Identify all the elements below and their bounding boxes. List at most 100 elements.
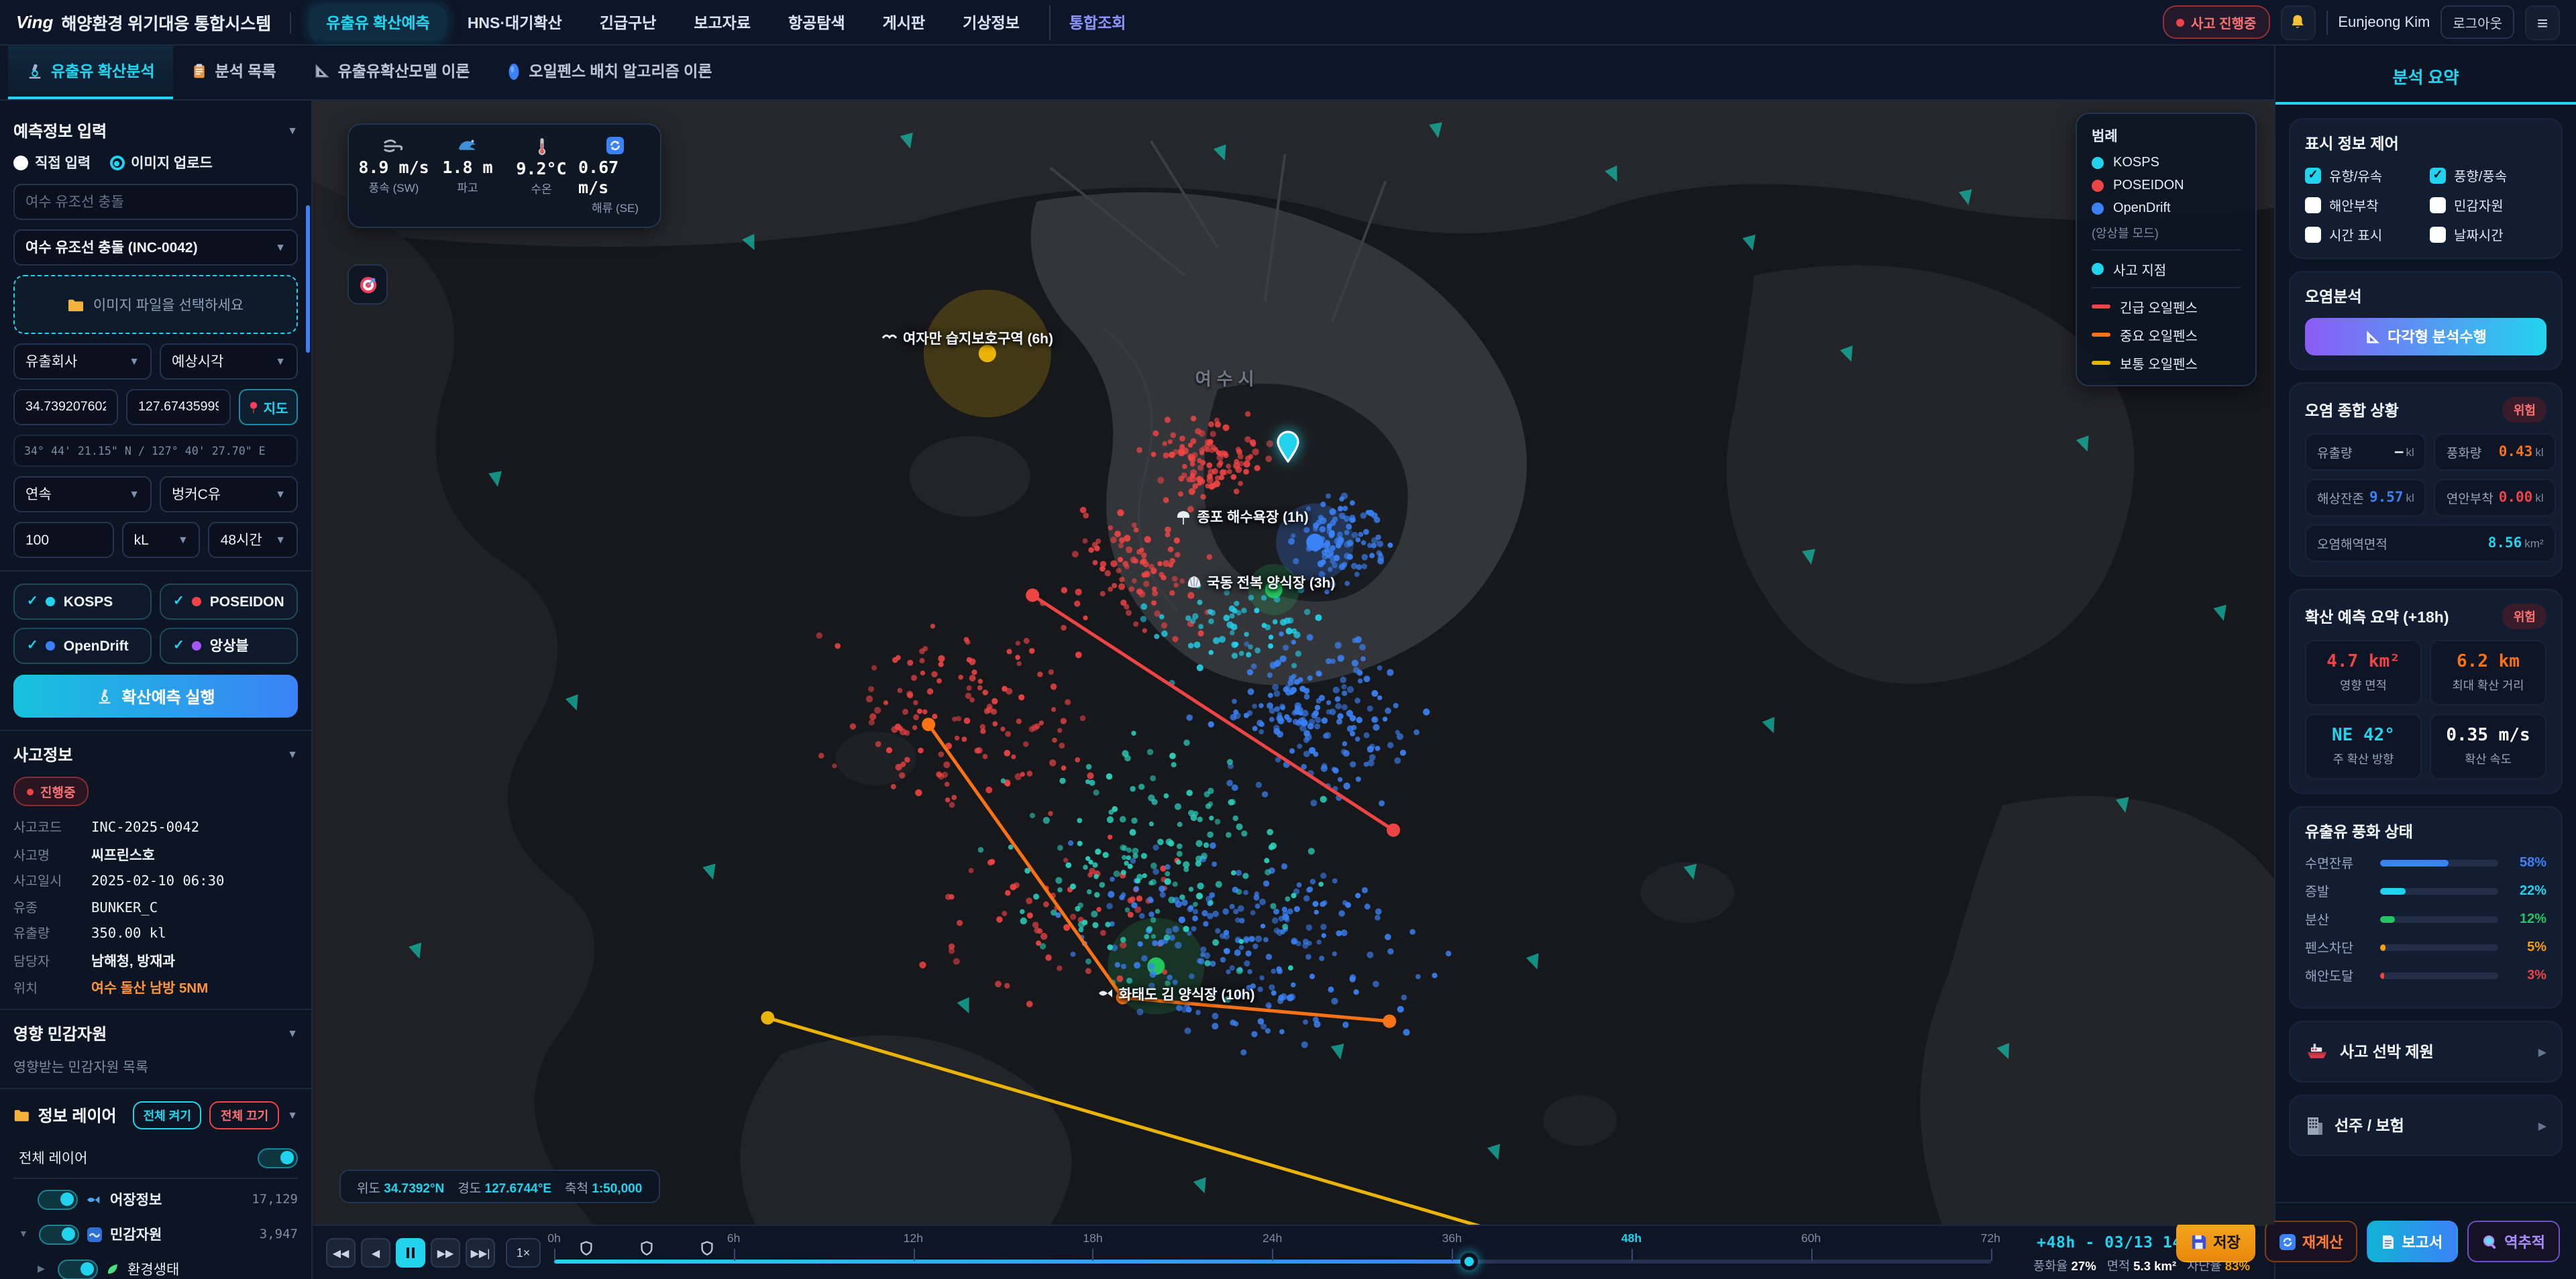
oil-type-select[interactable]: 벙커C유 ▼ (160, 476, 298, 512)
timeline-track[interactable] (554, 1253, 1991, 1270)
model-chip-opendrift[interactable]: ✓ OpenDrift (13, 628, 152, 664)
bird-icon (881, 333, 898, 339)
skip-start-button[interactable]: ◀◀ (326, 1238, 356, 1268)
tree-caret-icon[interactable]: ▼ (19, 1229, 28, 1239)
master-layer-toggle[interactable] (258, 1148, 298, 1168)
nav-oil-spill-prediction[interactable]: 유출유 확산예측 (310, 5, 446, 40)
layer-toggle[interactable] (39, 1224, 79, 1244)
timeline-tick-label: 0h (547, 1231, 561, 1245)
ship-specs-card[interactable]: 사고 선박 제원 ▶ (2289, 1021, 2563, 1082)
run-prediction-button[interactable]: 확산예측 실행 (13, 675, 298, 718)
recalculate-button[interactable]: 재계산 (2264, 1221, 2358, 1262)
nav-aerial-search[interactable]: 항공탐색 (788, 15, 845, 32)
nav-integrated-search[interactable]: 통합조회 (1049, 5, 1142, 40)
app-logo: Ving 해양환경 위기대응 통합시스템 (16, 9, 271, 35)
incident-select[interactable]: 여수 유조선 충돌 (INC-0042) ▼ (13, 229, 298, 266)
display-checkbox[interactable]: 해안부착 (2305, 194, 2422, 215)
step-back-button[interactable]: ◀ (361, 1238, 390, 1268)
nav-weather-info[interactable]: 기상정보 (963, 15, 1020, 32)
layer-toggle[interactable] (58, 1259, 98, 1279)
recenter-target-button[interactable] (347, 264, 388, 304)
sidebar-scrollbar[interactable] (306, 205, 310, 353)
check-icon: ✓ (173, 594, 184, 609)
hamburger-menu-button[interactable]: ≡ (2525, 5, 2560, 40)
spill-mode-select[interactable]: 연속 ▼ (13, 476, 152, 512)
save-button[interactable]: 저장 (2176, 1221, 2255, 1262)
skip-end-button[interactable]: ▶▶| (466, 1238, 495, 1268)
all-layers-off-button[interactable]: 전체 끄기 (209, 1101, 280, 1129)
timeline-slider[interactable]: 0h 6h 12h 18h 24h 36h 48h 60h 72h (547, 1226, 2020, 1279)
logo-mark: Ving (16, 12, 54, 32)
oil-fence-deploy-marker[interactable] (580, 1241, 592, 1260)
status-dot (27, 788, 34, 795)
fast-forward-button[interactable]: ▶▶ (431, 1238, 460, 1268)
display-checkbox[interactable]: 시간 표시 (2305, 224, 2422, 244)
tab-oilfence-algorithm[interactable]: 오일펜스 배치 알고리즘 이론 (488, 46, 731, 99)
latitude-input[interactable]: 34.7392076023 (13, 389, 118, 425)
expected-time-select[interactable]: 예상시각 ▼ (160, 343, 298, 380)
tab-spill-analysis[interactable]: 유출유 확산분석 (8, 46, 174, 99)
collapse-caret-icon[interactable]: ▼ (287, 125, 298, 137)
display-checkbox[interactable]: 날짜시간 (2430, 224, 2546, 244)
display-checkbox[interactable]: ✓ 풍향/풍속 (2430, 165, 2546, 185)
selected-value: 여수 유조선 충돌 (INC-0042) (25, 240, 198, 256)
chevron-down-icon: ▼ (275, 488, 286, 500)
pick-on-map-button[interactable]: 지도 (239, 389, 298, 425)
timeline-tick-label: 72h (1980, 1231, 2000, 1245)
radio-direct-input[interactable]: 직접 입력 (13, 153, 91, 173)
collapse-caret-icon[interactable]: ▼ (287, 748, 298, 761)
collapse-caret-icon[interactable]: ▼ (287, 1109, 298, 1121)
spill-point-pin[interactable] (1275, 431, 1299, 463)
nav-reports[interactable]: 보고자료 (694, 15, 751, 32)
spill-company-select[interactable]: 유출회사 ▼ (13, 343, 152, 380)
map-canvas[interactable]: 여자만 습지보호구역 (6h) 종포 해수욕장 (1h) 국동 전복 양식장 (3h… (313, 101, 2274, 1225)
legend-dot (2092, 263, 2104, 275)
model-chip-kosps[interactable]: ✓ KOSPS (13, 583, 152, 620)
display-checkbox[interactable]: 민감자원 (2430, 194, 2546, 215)
tab-analysis-list[interactable]: 분석 목록 (174, 46, 295, 99)
weather-current: 0.67 m/s 해류 (SE) (578, 137, 652, 216)
pause-button[interactable] (396, 1238, 425, 1268)
divider (290, 11, 292, 33)
incident-search-input[interactable]: 여수 유조선 충돌 (13, 184, 298, 220)
nav-board[interactable]: 게시판 (882, 15, 926, 32)
chevron-down-icon: ▼ (275, 241, 286, 254)
coord-value: 1:50,000 (592, 1181, 643, 1196)
checkbox-icon (2430, 197, 2446, 213)
prediction-input-title: 예측정보 입력 (13, 122, 107, 141)
layer-count: 3,947 (259, 1227, 298, 1241)
oil-fence-deploy-marker[interactable] (641, 1241, 653, 1260)
map-pin-icon (250, 401, 258, 412)
amount-input[interactable]: 100 (13, 522, 114, 558)
tab-label: 유출유 확산분석 (51, 64, 155, 80)
backtrace-button[interactable]: 역추적 (2467, 1221, 2560, 1262)
playback-speed-button[interactable]: 1× (506, 1238, 541, 1268)
display-checkbox[interactable]: ✓ 유향/유속 (2305, 165, 2422, 185)
polygon-analysis-button[interactable]: 다각형 분석수행 (2305, 318, 2546, 355)
unit-select[interactable]: kL ▼ (121, 522, 201, 558)
model-chip-ensemble[interactable]: ✓ 앙상블 (160, 628, 298, 664)
model-chip-poseidon[interactable]: ✓ POSEIDON (160, 583, 298, 620)
oil-fence-deploy-marker[interactable] (700, 1241, 712, 1260)
timeline-thumb[interactable] (1460, 1253, 1478, 1270)
logout-button[interactable]: 로그아웃 (2440, 5, 2514, 39)
image-upload-dropzone[interactable]: 이미지 파일을 선택하세요 (13, 275, 298, 334)
legend-ensemble-note: (앙상블 모드) (2092, 227, 2159, 240)
legend-dot (2092, 157, 2104, 169)
radio-image-upload[interactable]: 이미지 업로드 (109, 153, 213, 173)
longitude-input[interactable]: 127.6743599903 (126, 389, 231, 425)
card-title: 오염 종합 상황 (2305, 403, 2399, 419)
nav-emergency-rescue[interactable]: 긴급구난 (599, 15, 657, 32)
layer-toggle[interactable] (38, 1189, 78, 1209)
report-button[interactable]: 보고서 (2367, 1221, 2458, 1262)
owner-insurance-card[interactable]: 선주 / 보험 ▶ (2289, 1095, 2563, 1156)
duration-select[interactable]: 48시간 ▼ (208, 522, 299, 558)
collapse-caret-icon[interactable]: ▼ (287, 1027, 298, 1040)
legend-label: 중요 오일펜스 (2120, 330, 2198, 345)
notification-button[interactable] (2280, 5, 2316, 40)
tree-caret-icon[interactable]: ▶ (38, 1265, 45, 1274)
tab-model-theory[interactable]: 유출유확산모델 이론 (295, 46, 489, 99)
nav-hns-diffusion[interactable]: HNS·대기확산 (467, 15, 562, 32)
all-layers-on-button[interactable]: 전체 켜기 (132, 1101, 202, 1129)
